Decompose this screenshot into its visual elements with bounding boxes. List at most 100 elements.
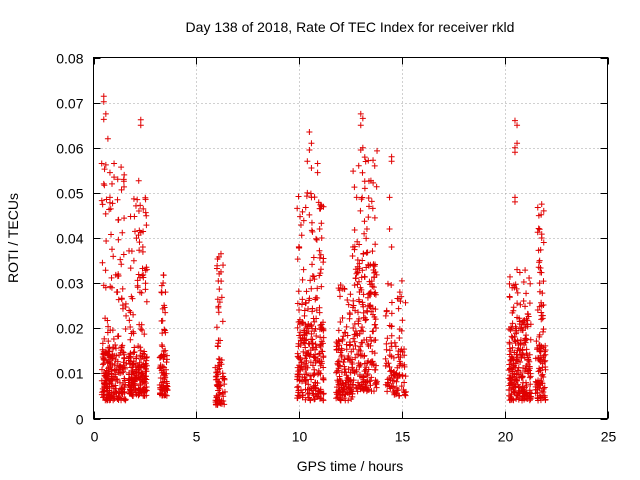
data-point <box>301 307 308 314</box>
data-point <box>294 350 301 357</box>
data-point <box>372 241 379 248</box>
data-point <box>213 392 220 399</box>
data-point <box>508 324 515 331</box>
data-point <box>299 389 306 396</box>
data-point <box>120 251 127 258</box>
data-point <box>351 184 358 191</box>
data-point <box>346 315 353 322</box>
data-point <box>294 205 301 212</box>
data-point <box>126 307 133 314</box>
data-point <box>103 196 110 203</box>
x-tick-label: 15 <box>395 429 411 445</box>
data-point <box>395 354 402 361</box>
data-point <box>510 307 517 314</box>
data-point <box>373 324 380 331</box>
data-point <box>363 235 370 242</box>
data-point <box>295 370 302 377</box>
data-point <box>108 394 115 401</box>
data-point <box>109 180 116 187</box>
data-point <box>301 374 308 381</box>
data-point <box>218 294 225 301</box>
data-point <box>100 98 107 105</box>
data-point <box>367 382 374 389</box>
data-point <box>142 366 149 373</box>
data-point <box>111 174 118 181</box>
data-point <box>523 290 530 297</box>
data-point <box>307 397 314 404</box>
data-point <box>110 336 117 343</box>
data-point <box>99 259 106 266</box>
data-point <box>115 271 122 278</box>
data-point <box>158 342 165 349</box>
data-point <box>362 158 369 165</box>
data-point <box>106 206 113 213</box>
data-point <box>356 260 363 267</box>
data-point <box>527 393 534 400</box>
data-point <box>307 277 314 284</box>
data-point <box>523 335 530 342</box>
data-point <box>526 397 533 404</box>
data-point <box>338 352 345 359</box>
data-point <box>138 321 145 328</box>
data-point <box>118 186 125 193</box>
data-point <box>364 371 371 378</box>
data-point <box>373 183 380 190</box>
data-point <box>356 241 363 248</box>
data-point <box>401 352 408 359</box>
data-point <box>106 380 113 387</box>
y-tick-label: 0.01 <box>56 366 83 382</box>
data-point <box>298 232 305 239</box>
data-point <box>359 169 366 176</box>
data-point <box>541 358 548 365</box>
data-point <box>111 160 118 167</box>
data-point <box>538 312 545 319</box>
data-point <box>314 294 321 301</box>
data-point <box>105 344 112 351</box>
y-tick-label: 0.08 <box>56 51 83 67</box>
data-point <box>129 295 136 302</box>
data-point <box>106 387 113 394</box>
data-point <box>368 280 375 287</box>
data-point <box>306 211 313 218</box>
data-point <box>305 305 312 312</box>
data-point <box>339 315 346 322</box>
data-point <box>335 381 342 388</box>
data-point <box>316 342 323 349</box>
data-point <box>540 326 547 333</box>
data-point <box>382 362 389 369</box>
data-point <box>341 286 348 293</box>
data-point <box>514 140 521 147</box>
data-point <box>137 326 144 333</box>
data-point <box>110 373 117 380</box>
data-point <box>320 319 327 326</box>
data-point <box>508 394 515 401</box>
data-point <box>108 376 115 383</box>
data-point <box>361 185 368 192</box>
data-point <box>522 390 529 397</box>
data-point <box>299 208 306 215</box>
data-point <box>134 277 141 284</box>
data-point <box>130 195 137 202</box>
data-point <box>126 376 133 383</box>
data-point <box>506 294 513 301</box>
data-point <box>164 387 171 394</box>
data-point <box>384 379 391 386</box>
data-point <box>352 354 359 361</box>
data-point <box>506 345 513 352</box>
data-point <box>386 347 393 354</box>
data-point <box>102 377 109 384</box>
data-point <box>137 202 144 209</box>
data-point <box>130 257 137 264</box>
data-point <box>313 235 320 242</box>
data-point <box>139 244 146 251</box>
data-point <box>213 265 220 272</box>
data-point <box>354 388 361 395</box>
data-point <box>309 308 316 315</box>
data-point <box>313 393 320 400</box>
data-point <box>526 351 533 358</box>
data-point <box>351 338 358 345</box>
data-point <box>215 278 222 285</box>
data-point <box>294 324 301 331</box>
data-point <box>360 376 367 383</box>
data-point <box>216 286 223 293</box>
